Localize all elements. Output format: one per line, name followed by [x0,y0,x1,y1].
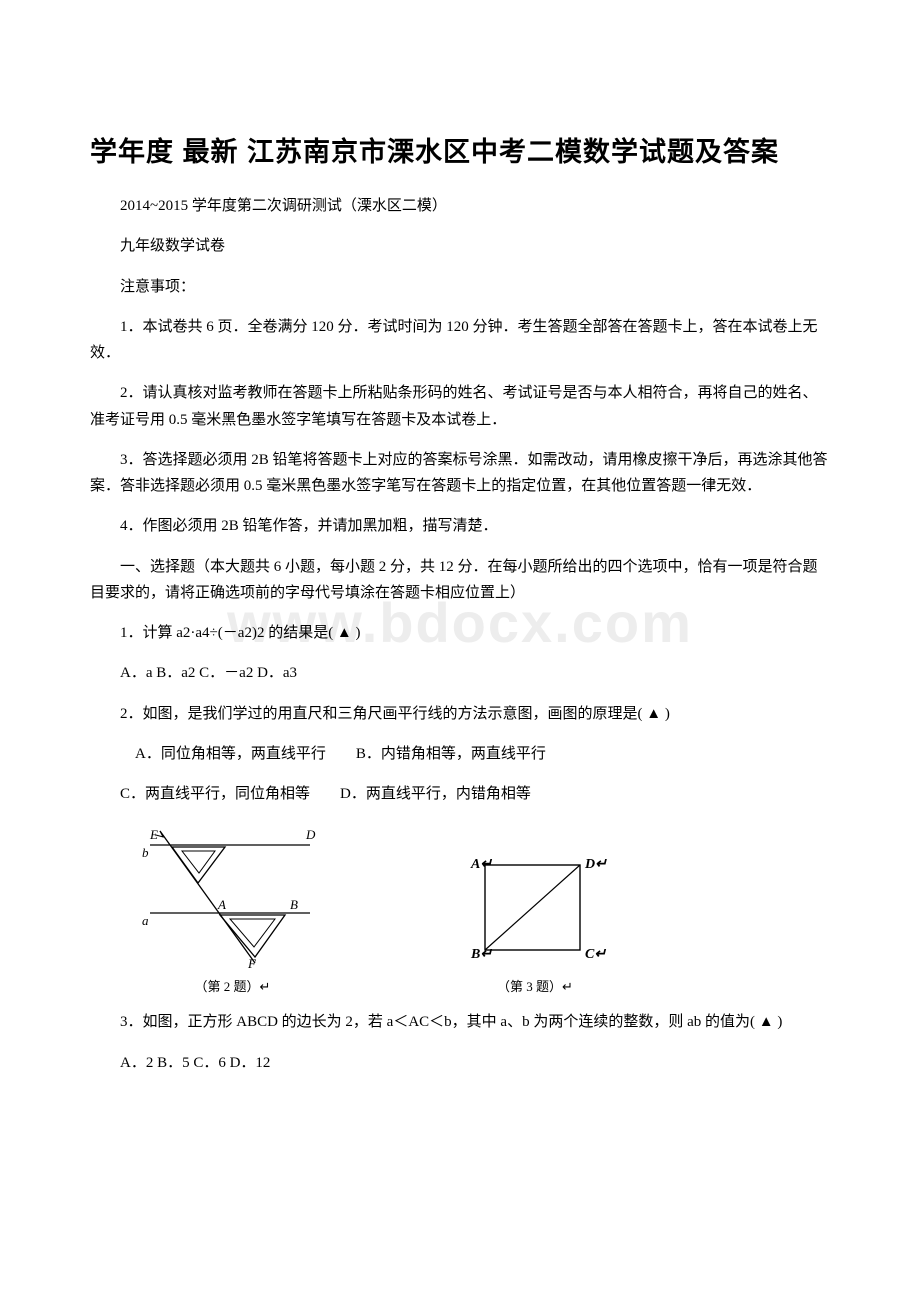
figure-3: A↵ D↵ B↵ C↵ （第 3 题）↵ [445,850,625,995]
label-B: B [290,897,298,912]
label-D: D [305,827,316,842]
label-E: E [149,827,158,842]
label-B3: B↵ [470,947,492,962]
notice-heading: 注意事项： [90,274,830,300]
label-A3: A↵ [470,857,492,872]
question-1-options: A．a B．a2 C．－a2 D．a3 [90,660,830,686]
question-1: 1．计算 a2·a4÷(－a2)2 的结果是( ▲ ) [90,620,830,646]
question-2: 2．如图，是我们学过的用直尺和三角尺画平行线的方法示意图，画图的原理是( ▲ ) [90,701,830,727]
notice-item-1: 1．本试卷共 6 页．全卷满分 120 分．考试时间为 120 分钟．考生答题全… [90,314,830,367]
document-content: 学年度 最新 江苏南京市溧水区中考二模数学试题及答案 2014~2015 学年度… [90,130,830,1076]
figures-row: E D b a A B F （第 2 题）↵ A↵ D↵ [130,825,830,995]
notice-item-2: 2．请认真核对监考教师在答题卡上所粘贴条形码的姓名、考试证号是否与本人相符合，再… [90,380,830,433]
label-C3: C↵ [585,947,606,962]
figure-3-svg: A↵ D↵ B↵ C↵ [445,850,625,970]
question-2-options-ab: A．同位角相等，两直线平行 B．内错角相等，两直线平行 [90,741,830,767]
figure-2-caption: （第 2 题）↵ [195,976,271,995]
question-3: 3．如图，正方形 ABCD 的边长为 2，若 a＜AC＜b，其中 a、b 为两个… [90,1009,830,1035]
notice-item-4: 4．作图必须用 2B 铅笔作答，并请加黑加粗，描写清楚． [90,513,830,539]
figure-2-svg: E D b a A B F [130,825,335,970]
label-a: a [142,913,149,928]
label-D3: D↵ [584,857,607,872]
question-3-options: A．2 B．5 C．6 D．12 [90,1050,830,1076]
page-title: 学年度 最新 江苏南京市溧水区中考二模数学试题及答案 [90,130,830,169]
label-A: A [217,897,226,912]
subtitle-line-1: 2014~2015 学年度第二次调研测试（溧水区二模） [90,193,830,219]
subtitle-line-2: 九年级数学试卷 [90,233,830,259]
figure-3-caption: （第 3 题）↵ [497,976,573,995]
label-F: F [247,956,257,970]
notice-item-3: 3．答选择题必须用 2B 铅笔将答题卡上对应的答案标号涂黑．如需改动，请用橡皮擦… [90,447,830,500]
question-2-options-cd: C．两直线平行，同位角相等 D．两直线平行，内错角相等 [90,781,830,807]
label-b: b [142,845,149,860]
figure-2: E D b a A B F （第 2 题）↵ [130,825,335,995]
section-1-heading: 一、选择题（本大题共 6 小题，每小题 2 分，共 12 分．在每小题所给出的四… [90,554,830,607]
